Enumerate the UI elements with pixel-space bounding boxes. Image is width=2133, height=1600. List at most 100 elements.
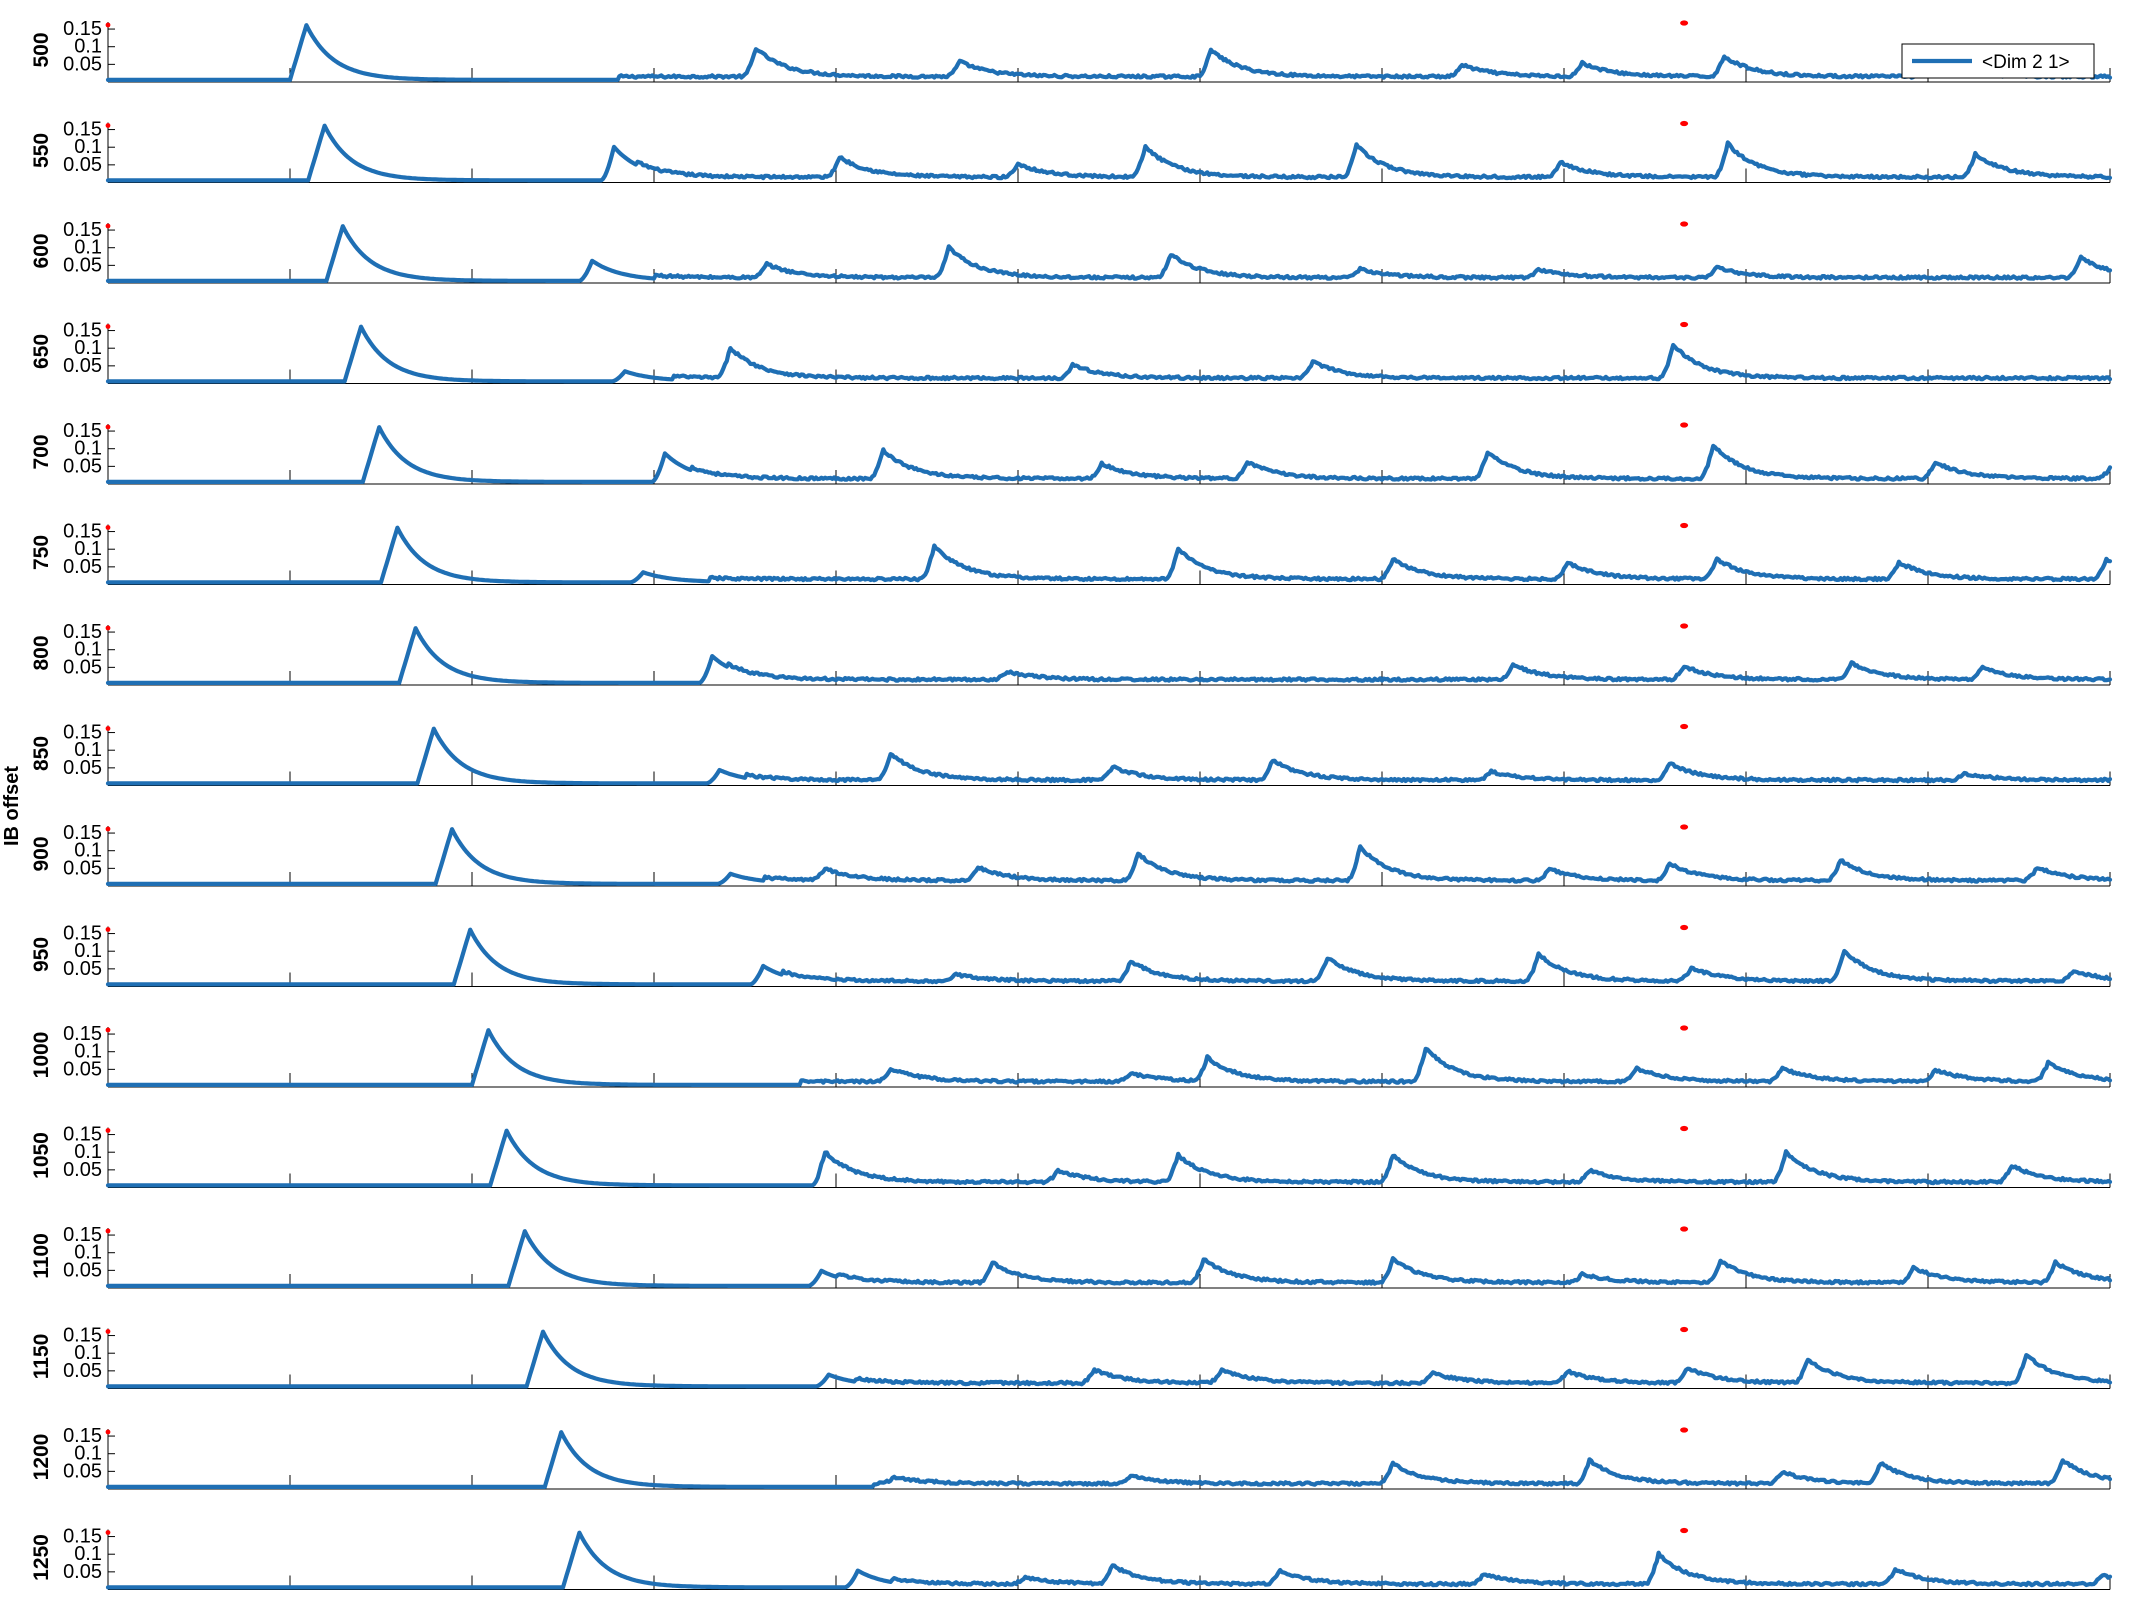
axis-top-marker (105, 1429, 111, 1435)
axis-top-marker (105, 726, 111, 731)
red-marker (1680, 1125, 1689, 1132)
row-y-tick-label: 0.1 (74, 1141, 102, 1163)
row-y-tick-label: 0.1 (74, 538, 102, 560)
row-offset-label: 600 (30, 233, 53, 268)
row-500: 0.150.10.05 500 (30, 18, 2113, 83)
row-offset-label: 850 (30, 736, 53, 771)
x-tick-label: 4000 (1542, 1599, 1587, 1600)
axis-top-marker (105, 1228, 111, 1234)
row-y-tick-label: 0.05 (63, 254, 102, 276)
row-y-tick-label: 0.15 (63, 420, 102, 442)
axis-top-marker (105, 223, 111, 229)
series-line (105, 1028, 2113, 1087)
red-marker (1680, 321, 1689, 328)
row-y-tick-label: 0.15 (63, 822, 102, 844)
x-tick-label: 2500 (996, 1599, 1041, 1600)
row-y-tick-label: 0.05 (63, 556, 102, 578)
row-offset-label: 800 (30, 635, 53, 670)
rows-layer: 0.150.10.055000.150.10.055500.150.10.056… (30, 18, 2113, 1590)
x-tick-label: 3500 (1360, 1599, 1405, 1600)
series-line (105, 525, 2113, 585)
row-y-tick-label: 0.05 (63, 958, 102, 980)
row-y-tick-label: 0.1 (74, 1342, 102, 1364)
red-marker (1680, 120, 1689, 127)
row-offset-label: 1150 (30, 1334, 53, 1380)
row-650: 0.150.10.05 650 (30, 320, 2113, 384)
row-offset-label: 1250 (30, 1534, 53, 1581)
red-marker (1680, 623, 1689, 629)
axis-top-marker (105, 1128, 111, 1133)
row-1250: 0.150.10.05 1250 (30, 1526, 2113, 1590)
row-y-tick-label: 0.05 (63, 455, 102, 477)
red-marker (1680, 1427, 1689, 1433)
row-y-tick-label: 0.05 (63, 757, 102, 779)
row-y-tick-label: 0.05 (63, 1259, 102, 1281)
row-offset-label: 650 (30, 334, 53, 369)
row-y-tick-label: 0.1 (74, 1543, 102, 1565)
row-y-tick-label: 0.1 (74, 1242, 102, 1264)
row-800: 0.150.10.05 800 (30, 621, 2113, 686)
row-y-tick-label: 0.05 (63, 1159, 102, 1181)
row-850: 0.150.10.05 850 (30, 722, 2113, 786)
series-line (105, 726, 2113, 786)
row-1200: 0.150.10.05 1200 (30, 1425, 2113, 1490)
series-line (105, 1229, 2113, 1288)
row-750: 0.150.10.05 750 (30, 521, 2113, 585)
series-line (105, 1430, 2113, 1489)
row-y-tick-label: 0.05 (63, 355, 102, 377)
red-marker (1680, 1527, 1689, 1534)
axis-top-marker (105, 525, 111, 530)
row-y-tick-label: 0.1 (74, 136, 102, 158)
axis-top-marker (105, 927, 111, 932)
row-y-tick-label: 0.05 (63, 53, 102, 75)
row-y-tick-label: 0.15 (63, 18, 102, 40)
row-y-tick-label: 0.1 (74, 639, 102, 661)
red-marker (1680, 422, 1689, 428)
row-offset-label: 550 (30, 133, 53, 168)
row-y-tick-label: 0.15 (63, 521, 102, 543)
row-700: 0.150.10.05 700 (30, 420, 2113, 485)
row-550: 0.150.10.05 550 (30, 119, 2113, 183)
red-marker (1680, 522, 1689, 529)
row-y-tick-label: 0.1 (74, 739, 102, 761)
row-y-tick-label: 0.15 (63, 621, 102, 643)
series-line (105, 1329, 2113, 1389)
row-1100: 0.150.10.05 1100 (30, 1224, 2113, 1289)
red-marker (1680, 824, 1689, 830)
row-offset-label: 950 (30, 937, 53, 972)
red-marker (1680, 924, 1689, 931)
x-tick-label: 1000 (450, 1599, 495, 1600)
x-tick-label: 3000 (1178, 1599, 1223, 1600)
axis-top-marker (105, 324, 111, 329)
series-line (105, 927, 2113, 987)
row-y-tick-label: 0.15 (63, 119, 102, 141)
row-y-tick-label: 0.15 (63, 1425, 102, 1447)
legend-label: <Dim 2 1> (1982, 52, 2070, 73)
series-line (105, 23, 2113, 82)
series-line (105, 425, 2113, 484)
row-y-tick-label: 0.1 (74, 237, 102, 259)
row-offset-label: 900 (30, 836, 53, 871)
axis-top-marker (105, 1027, 111, 1033)
row-offset-label: 1000 (30, 1032, 53, 1079)
row-1150: 0.150.10.05 1150 (30, 1325, 2113, 1389)
series-line (105, 626, 2113, 685)
legend: <Dim 2 1> (1901, 43, 2095, 79)
row-offset-label: 700 (30, 434, 53, 469)
row-y-tick-label: 0.05 (63, 1360, 102, 1382)
red-marker (1680, 723, 1689, 730)
row-y-tick-label: 0.15 (63, 1325, 102, 1347)
row-offset-label: 750 (30, 535, 53, 570)
row-y-tick-label: 0.15 (63, 1124, 102, 1146)
row-y-tick-label: 0.15 (63, 1023, 102, 1045)
row-y-tick-label: 0.15 (63, 219, 102, 241)
red-marker (1680, 1226, 1689, 1232)
row-y-tick-label: 0.05 (63, 154, 102, 176)
series-line (105, 324, 2113, 384)
series-line (105, 1530, 2113, 1590)
row-y-tick-label: 0.1 (74, 840, 102, 862)
